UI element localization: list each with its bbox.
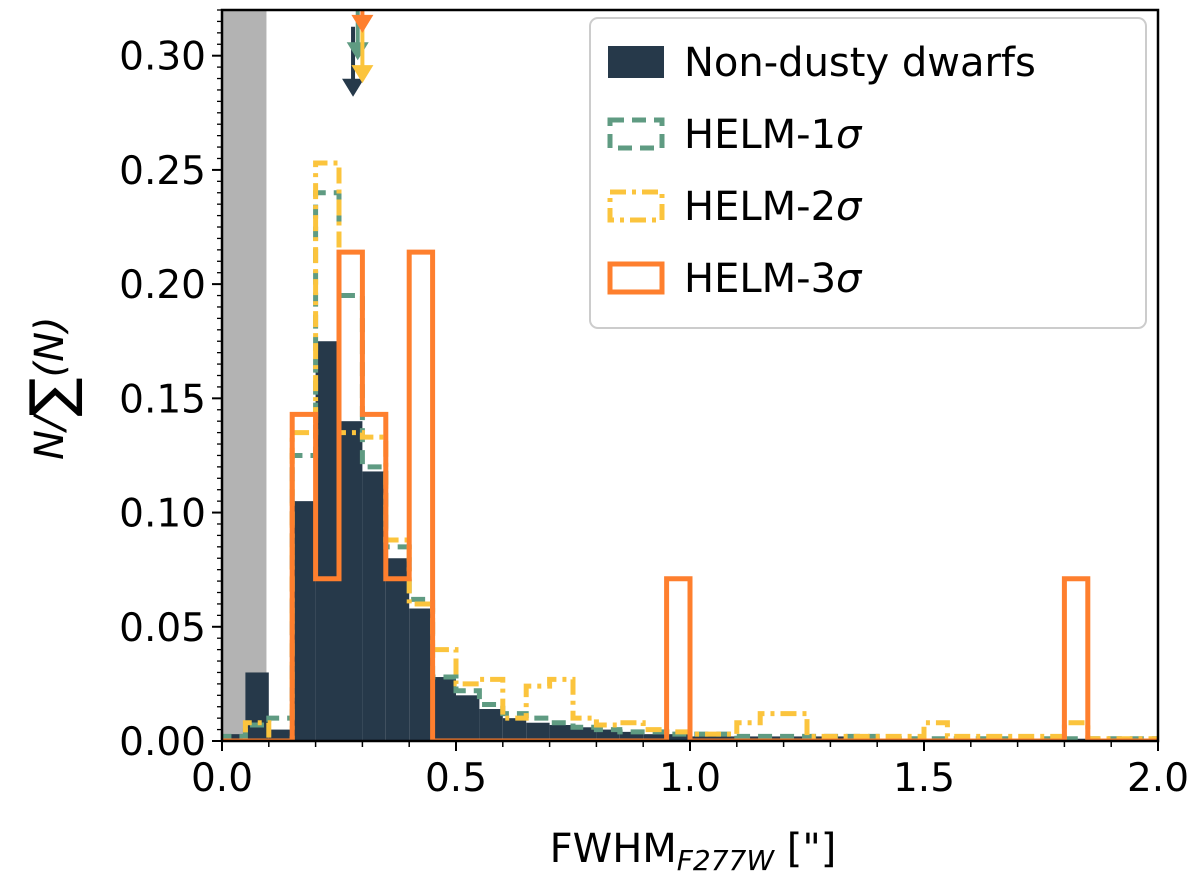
bar-series-1 (292, 501, 316, 741)
legend-label-series-4: HELM-3σ (684, 256, 863, 302)
legend-label-series-2: HELM-1σ (684, 112, 863, 158)
y-tick-label: 0.30 (119, 35, 206, 80)
bar-series-1 (339, 421, 363, 741)
bar-series-1 (268, 729, 293, 741)
bar-series-1 (479, 709, 503, 741)
y-tick-label: 0.00 (119, 720, 206, 765)
legend-swatch-series-2 (607, 117, 665, 151)
bar-series-1 (643, 734, 667, 741)
bar-series-1 (222, 734, 246, 741)
axes: 0.0 0.5 1.0 1.5 2.0 0.00 0.05 0.10 0.15 0.20 0.25 0… (119, 8, 1189, 801)
x-axis-label-unit: ["] (774, 826, 836, 872)
sum-symbol: ∑ (17, 378, 85, 417)
bar-series-1 (456, 695, 480, 741)
legend: Non-dusty dwarfs HELM-1σ HELM-2σ HELM-3σ (589, 17, 1147, 329)
bar-series-1 (619, 731, 644, 741)
svg-text:N/∑(N): N/∑(N) (17, 316, 85, 460)
bar-series-1 (245, 672, 269, 741)
y-tick-label: 0.15 (119, 377, 206, 422)
legend-swatch-series-4 (607, 261, 665, 295)
x-tick-label: 1.0 (659, 756, 721, 801)
x-tick-label: 0.0 (191, 756, 253, 801)
shaded-region (222, 10, 267, 741)
x-axis-label: FWHMF277W ["] (550, 826, 837, 873)
legend-label-series-1: Non-dusty dwarfs (684, 40, 1036, 86)
legend-swatch-series-3 (607, 189, 665, 223)
y-tick-label: 0.20 (119, 263, 206, 308)
y-axis-label-prefix: N/ (27, 412, 73, 460)
legend-label-series-3: HELM-2σ (684, 184, 863, 230)
bar-series-1 (526, 722, 550, 741)
y-tick-label: 0.25 (119, 149, 206, 194)
y-tick-label: 0.10 (119, 492, 206, 537)
bar-series-1 (596, 729, 620, 741)
plot-area (222, 10, 1158, 741)
legend-box (589, 17, 1147, 329)
bar-series-1 (432, 677, 456, 741)
step-line-series-4 (222, 249, 1158, 741)
y-axis-label: N/∑(N) (17, 316, 85, 460)
x-tick-label: 2.0 (1127, 756, 1189, 801)
x-tick-label: 1.5 (893, 756, 955, 801)
arrow-head-series-3 (351, 65, 374, 84)
arrow-head-series-1 (342, 78, 365, 97)
legend-swatch-series-1 (608, 46, 664, 78)
bar-series-1 (666, 734, 690, 741)
x-tick-label: 0.5 (425, 756, 487, 801)
x-axis-label-sub: F277W (677, 844, 776, 873)
bar-series-1 (385, 558, 410, 741)
bar-series-1 (502, 718, 527, 741)
bar-series-1 (573, 727, 597, 741)
bar-series-1 (409, 608, 433, 741)
y-tick-label: 0.05 (119, 606, 206, 651)
bar-series-1 (362, 471, 386, 741)
y-axis-label-suffix: (N) (27, 316, 73, 377)
x-axis-label-main: FWHM (550, 826, 677, 872)
arrow-head-series-4 (351, 14, 374, 33)
bar-series-1 (315, 341, 339, 741)
bar-series-1 (549, 725, 573, 741)
